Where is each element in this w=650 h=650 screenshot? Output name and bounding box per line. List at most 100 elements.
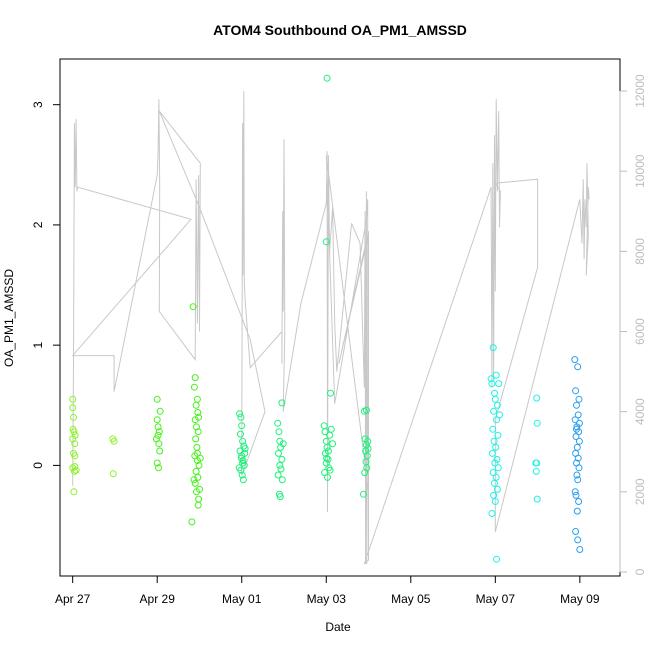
data-point [573,425,580,433]
data-point [572,491,580,499]
data-point [329,440,337,448]
data-point [192,401,200,409]
x-tick-label: May 05 [391,592,431,606]
x-tick-label: May 07 [476,592,516,606]
data-point [277,465,285,473]
y2-tick-label: 0 [633,568,647,575]
data-point [279,440,287,448]
data-point [189,303,197,311]
data-point [237,454,245,462]
data-point [322,238,330,246]
data-point [237,413,245,421]
x-axis: Apr 27 Apr 29 May 01 May 03 May 05 May 07 May … [55,575,600,606]
data-point [278,455,286,463]
data-point [324,447,332,455]
data-point [571,416,579,424]
data-point [195,461,203,469]
data-point [275,428,283,436]
data-point [70,488,78,496]
data-point [575,464,583,472]
data-point [239,459,247,467]
data-point [191,374,199,382]
data-point [275,449,282,457]
data-point [154,431,162,439]
data-point [364,437,372,445]
data-point [71,463,79,471]
data-point [278,476,286,484]
data-point [571,356,579,364]
data-point [322,437,330,445]
data-point [274,419,282,427]
data-point [491,389,498,397]
data-point [492,473,500,481]
data-point [239,476,247,484]
data-point [573,507,581,515]
data-point [496,411,503,419]
data-point [326,466,334,474]
data-point [194,409,202,416]
data-point [533,419,541,427]
data-point [572,528,580,535]
data-point [494,464,502,472]
data-point [361,469,369,477]
data-point [573,443,581,451]
data-point [155,440,163,448]
data-point [488,380,496,388]
data-point [324,473,331,481]
data-point [109,470,117,478]
chart-title: ATOM4 Southbound OA_PM1_AMSSD [213,22,467,38]
data-point [278,399,286,407]
x-tick-label: May 03 [307,592,347,606]
x-tick-label: Apr 29 [140,592,176,606]
data-point [493,455,501,463]
data-point [193,395,201,403]
data-point [362,406,370,414]
data-point [71,431,79,439]
y2-tick-label: 2000 [633,478,647,505]
data-point [195,495,203,503]
y2-tick-label: 4000 [633,398,647,425]
data-point [487,375,495,383]
data-point [71,452,79,460]
data-point [194,428,202,436]
data-point [575,419,583,427]
data-point [493,401,501,409]
data-point [192,467,200,475]
data-point [490,491,498,499]
data-point [153,395,161,403]
data-point [573,401,580,409]
data-point [237,430,244,438]
data-point [193,423,200,431]
scatter-point-layer [69,74,584,563]
data-point [491,395,499,403]
y2-tick-label: 12000 [633,74,647,108]
data-point [321,428,329,436]
data-point [155,464,162,472]
data-point [491,479,498,487]
data-point [274,471,282,479]
data-point [188,518,196,526]
data-point [493,555,501,563]
data-point [571,488,579,496]
data-point [574,476,582,484]
data-point [190,476,198,484]
data-point [156,407,164,415]
data-point [320,422,328,430]
data-point [193,443,201,451]
data-point [241,445,249,453]
data-point [324,455,332,463]
data-point [493,485,501,493]
data-point [488,449,496,457]
data-point [575,437,583,445]
data-point [492,371,500,379]
data-point [153,459,161,467]
x-tick-label: May 01 [222,592,262,606]
data-point [238,471,246,479]
data-point [191,416,199,424]
data-point [191,479,199,487]
y-tick-label: 1 [31,342,45,349]
data-point [154,423,162,431]
data-point [495,380,503,388]
data-point [492,443,500,451]
y2-tick-label: 10000 [633,154,647,188]
